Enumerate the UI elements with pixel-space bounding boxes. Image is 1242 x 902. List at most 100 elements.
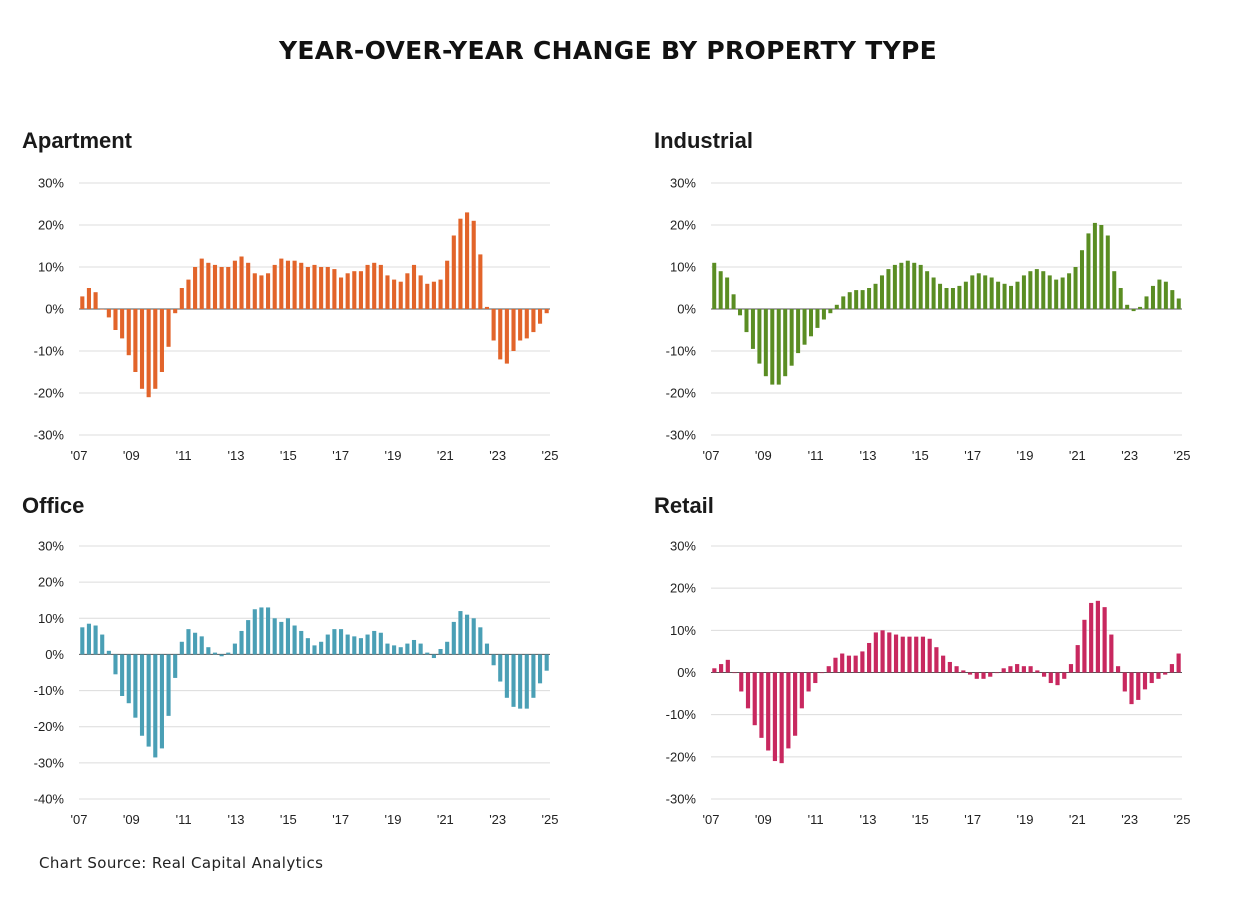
y-tick-label: 30% <box>670 539 696 554</box>
bar <box>292 625 297 655</box>
bar <box>1047 275 1052 309</box>
bar <box>970 275 975 309</box>
bar <box>166 309 171 347</box>
y-tick-label: 20% <box>670 218 696 233</box>
office-chart: 30% 20% 10% 0% -10% -20% -30% -40% '07 '09 '11 '13 '… <box>34 539 559 828</box>
bar <box>938 283 943 309</box>
bar <box>841 296 846 309</box>
bar <box>918 264 923 309</box>
bar <box>285 618 291 655</box>
y-tick-label: 10% <box>670 623 696 638</box>
bar <box>806 672 811 692</box>
bar <box>484 643 490 655</box>
bar <box>1079 250 1084 309</box>
bar <box>206 647 211 655</box>
x-tick-label: '23 <box>489 448 506 463</box>
bar <box>920 636 926 673</box>
bar <box>319 641 324 655</box>
bar <box>757 309 762 364</box>
bar <box>954 666 959 673</box>
y-tick-label: -30% <box>34 755 65 770</box>
bar <box>846 655 852 673</box>
bar <box>544 654 549 671</box>
x-tick-label: '09 <box>123 448 140 463</box>
bar <box>478 254 483 309</box>
bar <box>793 672 798 736</box>
bar <box>531 654 536 698</box>
bar <box>431 654 436 659</box>
bar <box>418 275 423 309</box>
bar <box>752 672 757 726</box>
bar <box>153 309 158 389</box>
y-tick-label: 0% <box>45 647 64 662</box>
bar <box>1156 672 1161 679</box>
bar <box>120 309 125 339</box>
bar <box>981 672 986 679</box>
bar <box>1157 279 1162 309</box>
x-tick-label: '21 <box>437 448 454 463</box>
bar <box>352 271 357 309</box>
bar <box>173 654 178 678</box>
y-tick-label: 10% <box>38 611 64 626</box>
bar <box>186 629 191 655</box>
x-tick-label: '23 <box>489 812 506 827</box>
y-tick-label: 20% <box>38 218 64 233</box>
bar <box>385 643 390 655</box>
bar <box>1034 269 1039 309</box>
bar <box>1109 634 1114 673</box>
bar <box>484 306 490 309</box>
bar <box>1144 296 1149 309</box>
bar <box>418 643 423 655</box>
bar <box>531 309 536 333</box>
bar <box>718 271 723 309</box>
bar <box>471 618 476 655</box>
bar <box>1075 645 1080 673</box>
bar <box>179 641 184 655</box>
bar <box>266 607 271 655</box>
bar <box>259 607 264 655</box>
y-tick-label: -20% <box>666 386 697 401</box>
apartment-title: Apartment <box>22 128 133 153</box>
bar <box>392 279 397 309</box>
y-tick-label: -20% <box>34 719 65 734</box>
bar <box>796 309 801 354</box>
bar <box>86 623 91 655</box>
bar <box>252 609 257 655</box>
bar <box>498 654 503 682</box>
bar <box>544 309 549 314</box>
bar <box>799 672 804 709</box>
bar <box>776 309 781 385</box>
bar <box>914 636 919 673</box>
bar <box>892 264 897 309</box>
y-tick-label: -40% <box>34 792 65 807</box>
bar <box>504 654 509 698</box>
bar <box>537 309 543 324</box>
bar <box>1176 298 1181 309</box>
bar <box>292 260 297 309</box>
y-tick-label: 30% <box>670 176 696 191</box>
bar <box>425 283 430 309</box>
bar <box>1118 288 1123 309</box>
x-tick-label: '09 <box>755 812 772 827</box>
bar <box>113 654 118 675</box>
bar <box>325 267 330 309</box>
y-tick-label: 0% <box>677 302 696 317</box>
bar <box>815 309 820 328</box>
bar <box>745 672 751 709</box>
bar <box>996 281 1001 309</box>
bar <box>226 267 231 309</box>
bar <box>854 290 859 309</box>
bar <box>199 636 204 655</box>
x-tick-label: '13 <box>860 812 877 827</box>
bar <box>305 638 310 655</box>
bar <box>860 290 865 309</box>
bar <box>232 643 237 655</box>
industrial-title: Industrial <box>654 128 754 153</box>
bar <box>1089 602 1094 673</box>
bar <box>272 264 277 309</box>
bar <box>219 267 224 309</box>
bar <box>299 262 304 309</box>
bar <box>961 670 966 673</box>
bar <box>809 309 814 337</box>
bar <box>524 654 529 709</box>
